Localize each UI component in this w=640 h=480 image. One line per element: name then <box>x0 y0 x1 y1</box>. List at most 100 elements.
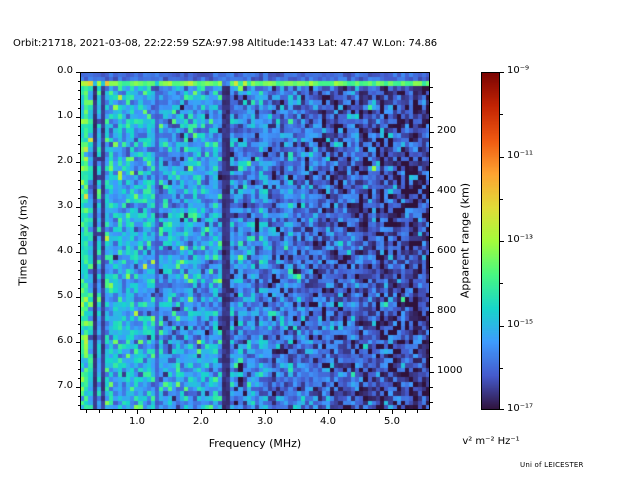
y-tick-label: 1.0 <box>57 110 73 121</box>
y-tick-label: 4.0 <box>57 245 73 256</box>
cbar-minor-tick <box>500 368 503 369</box>
y-major-tick <box>76 252 80 253</box>
y-tick-label: 3.0 <box>57 200 73 211</box>
cbar-minor-tick <box>500 283 503 284</box>
range-major-tick <box>430 252 434 253</box>
y-minor-tick <box>77 378 80 379</box>
y-minor-tick <box>77 369 80 370</box>
x-minor-tick <box>163 410 164 413</box>
cbar-tick-label: 10⁻¹⁷ <box>507 403 534 414</box>
x-minor-tick <box>366 410 367 413</box>
y-minor-tick <box>77 396 80 397</box>
x-minor-tick <box>150 410 151 413</box>
cbar-tick-label: 10⁻⁹ <box>507 65 530 76</box>
cbar-minor-tick <box>500 114 503 115</box>
x-minor-tick <box>417 410 418 413</box>
y-minor-tick <box>77 360 80 361</box>
cbar-major-tick <box>500 241 504 242</box>
y-minor-tick <box>77 189 80 190</box>
x-major-tick <box>328 410 329 414</box>
y-minor-tick <box>77 126 80 127</box>
x-major-tick <box>201 410 202 414</box>
range-minor-tick <box>430 237 433 238</box>
colorbar-frame <box>481 72 500 410</box>
y-major-tick <box>76 117 80 118</box>
range-tick-label: 1000 <box>437 365 463 376</box>
plot-title: Orbit:21718, 2021-03-08, 22:22:59 SZA:97… <box>13 38 438 49</box>
x-minor-tick <box>99 410 100 413</box>
y-minor-tick <box>77 270 80 271</box>
y-minor-tick <box>77 306 80 307</box>
plot-frame <box>80 72 430 410</box>
y-minor-tick <box>77 171 80 172</box>
range-minor-tick <box>430 267 433 268</box>
cbar-major-tick <box>500 326 504 327</box>
range-minor-tick <box>430 87 433 88</box>
range-minor-tick <box>430 282 433 283</box>
x-minor-tick <box>188 410 189 413</box>
range-minor-tick <box>430 297 433 298</box>
y-minor-tick <box>77 279 80 280</box>
x-tick-label: 5.0 <box>384 416 400 427</box>
range-minor-tick <box>430 387 433 388</box>
cbar-tick-label: 10⁻¹¹ <box>507 150 534 161</box>
range-minor-tick <box>430 147 433 148</box>
y-major-tick <box>76 162 80 163</box>
range-major-tick <box>430 132 434 133</box>
y-tick-label: 5.0 <box>57 290 73 301</box>
range-minor-tick <box>430 222 433 223</box>
spectrogram-heatmap <box>80 72 430 410</box>
x-minor-tick <box>112 410 113 413</box>
y-minor-tick <box>77 261 80 262</box>
y-axis-label-right: Apparent range (km) <box>458 182 472 299</box>
x-tick-label: 4.0 <box>320 416 336 427</box>
y-minor-tick <box>77 99 80 100</box>
y-tick-label: 2.0 <box>57 155 73 166</box>
y-tick-label: 0.0 <box>57 65 73 76</box>
range-minor-tick <box>430 117 433 118</box>
y-minor-tick <box>77 180 80 181</box>
x-minor-tick <box>405 410 406 413</box>
y-minor-tick <box>77 234 80 235</box>
y-major-tick <box>76 297 80 298</box>
x-major-tick <box>392 410 393 414</box>
x-minor-tick <box>239 410 240 413</box>
y-minor-tick <box>77 198 80 199</box>
y-tick-label: 6.0 <box>57 335 73 346</box>
y-minor-tick <box>77 351 80 352</box>
y-minor-tick <box>77 153 80 154</box>
x-major-tick <box>265 410 266 414</box>
x-minor-tick <box>252 410 253 413</box>
y-major-tick <box>76 72 80 73</box>
y-minor-tick <box>77 243 80 244</box>
x-minor-tick <box>86 410 87 413</box>
colorbar <box>481 72 500 410</box>
x-major-tick <box>137 410 138 414</box>
x-minor-tick <box>214 410 215 413</box>
range-tick-label: 600 <box>437 245 457 256</box>
x-minor-tick <box>175 410 176 413</box>
y-major-tick <box>76 207 80 208</box>
range-tick-label: 800 <box>437 305 457 316</box>
y-minor-tick <box>77 108 80 109</box>
x-minor-tick <box>379 410 380 413</box>
range-tick-label: 400 <box>437 185 457 196</box>
range-minor-tick <box>430 162 433 163</box>
range-minor-tick <box>430 327 433 328</box>
credit-text: Uni of LEICESTER <box>520 461 584 469</box>
range-major-tick <box>430 192 434 193</box>
y-minor-tick <box>77 315 80 316</box>
y-tick-label: 7.0 <box>57 380 73 391</box>
cbar-minor-tick <box>500 199 503 200</box>
x-axis-label: Frequency (MHz) <box>208 437 302 450</box>
range-minor-tick <box>430 357 433 358</box>
y-minor-tick <box>77 81 80 82</box>
x-minor-tick <box>125 410 126 413</box>
x-minor-tick <box>277 410 278 413</box>
x-minor-tick <box>290 410 291 413</box>
y-minor-tick <box>77 405 80 406</box>
colorbar-unit-label: v² m⁻² Hz⁻¹ <box>462 436 520 447</box>
x-tick-label: 1.0 <box>129 416 145 427</box>
x-minor-tick <box>315 410 316 413</box>
y-minor-tick <box>77 333 80 334</box>
